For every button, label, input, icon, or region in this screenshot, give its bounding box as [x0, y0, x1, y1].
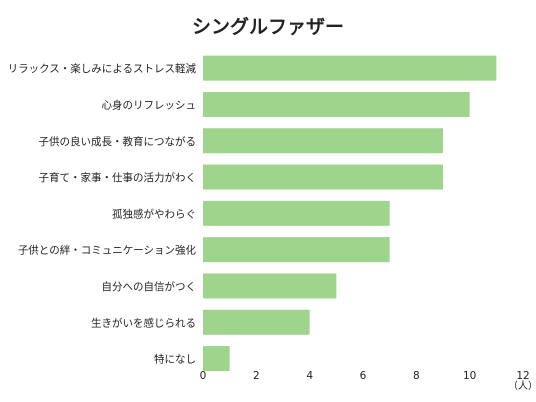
- x-tick-label-0: 0: [200, 370, 207, 382]
- bar-3: [203, 128, 443, 154]
- x-tick-label-4: 4: [306, 370, 313, 382]
- category-label-2: 心身のリフレッシュ: [102, 98, 197, 111]
- bar-5: [203, 200, 390, 226]
- bar-9: [203, 346, 230, 372]
- x-tick-label-2: 2: [253, 370, 260, 382]
- x-unit-label: （人）: [508, 380, 536, 392]
- category-label-3: 子供の良い成長・教育につながる: [39, 135, 197, 148]
- category-label-4: 子育て・家事・仕事の活力がわく: [39, 171, 197, 184]
- category-label-5: 孤独感がやわらぐ: [112, 207, 196, 220]
- bar-2: [203, 91, 470, 117]
- bar-1: [203, 55, 497, 81]
- bar-8: [203, 309, 310, 335]
- x-tick-label-8: 8: [413, 370, 420, 382]
- category-label-9: 特になし: [154, 354, 196, 366]
- chart-title: シングルファザー: [192, 15, 344, 38]
- x-tick-label-6: 6: [360, 370, 367, 382]
- category-label-6: 子供との絆・コミュニケーション強化: [18, 244, 197, 257]
- bar-4: [203, 164, 443, 190]
- category-label-8: 生きがいを感じられる: [91, 316, 196, 329]
- bar-6: [203, 237, 390, 263]
- x-tick-labels: 0 2 4 6 8 10 12: [200, 370, 530, 382]
- bars-group: [203, 55, 497, 372]
- x-tick-label-12: 12: [516, 370, 529, 382]
- category-label-1: リラックス・楽しみによるストレス軽減: [8, 62, 197, 75]
- bar-7: [203, 273, 337, 299]
- category-labels: リラックス・楽しみによるストレス軽減心身のリフレッシュ子供の良い成長・教育につな…: [8, 62, 197, 365]
- category-label-7: 自分への自信がつく: [102, 280, 197, 293]
- x-tick-label-10: 10: [463, 370, 476, 382]
